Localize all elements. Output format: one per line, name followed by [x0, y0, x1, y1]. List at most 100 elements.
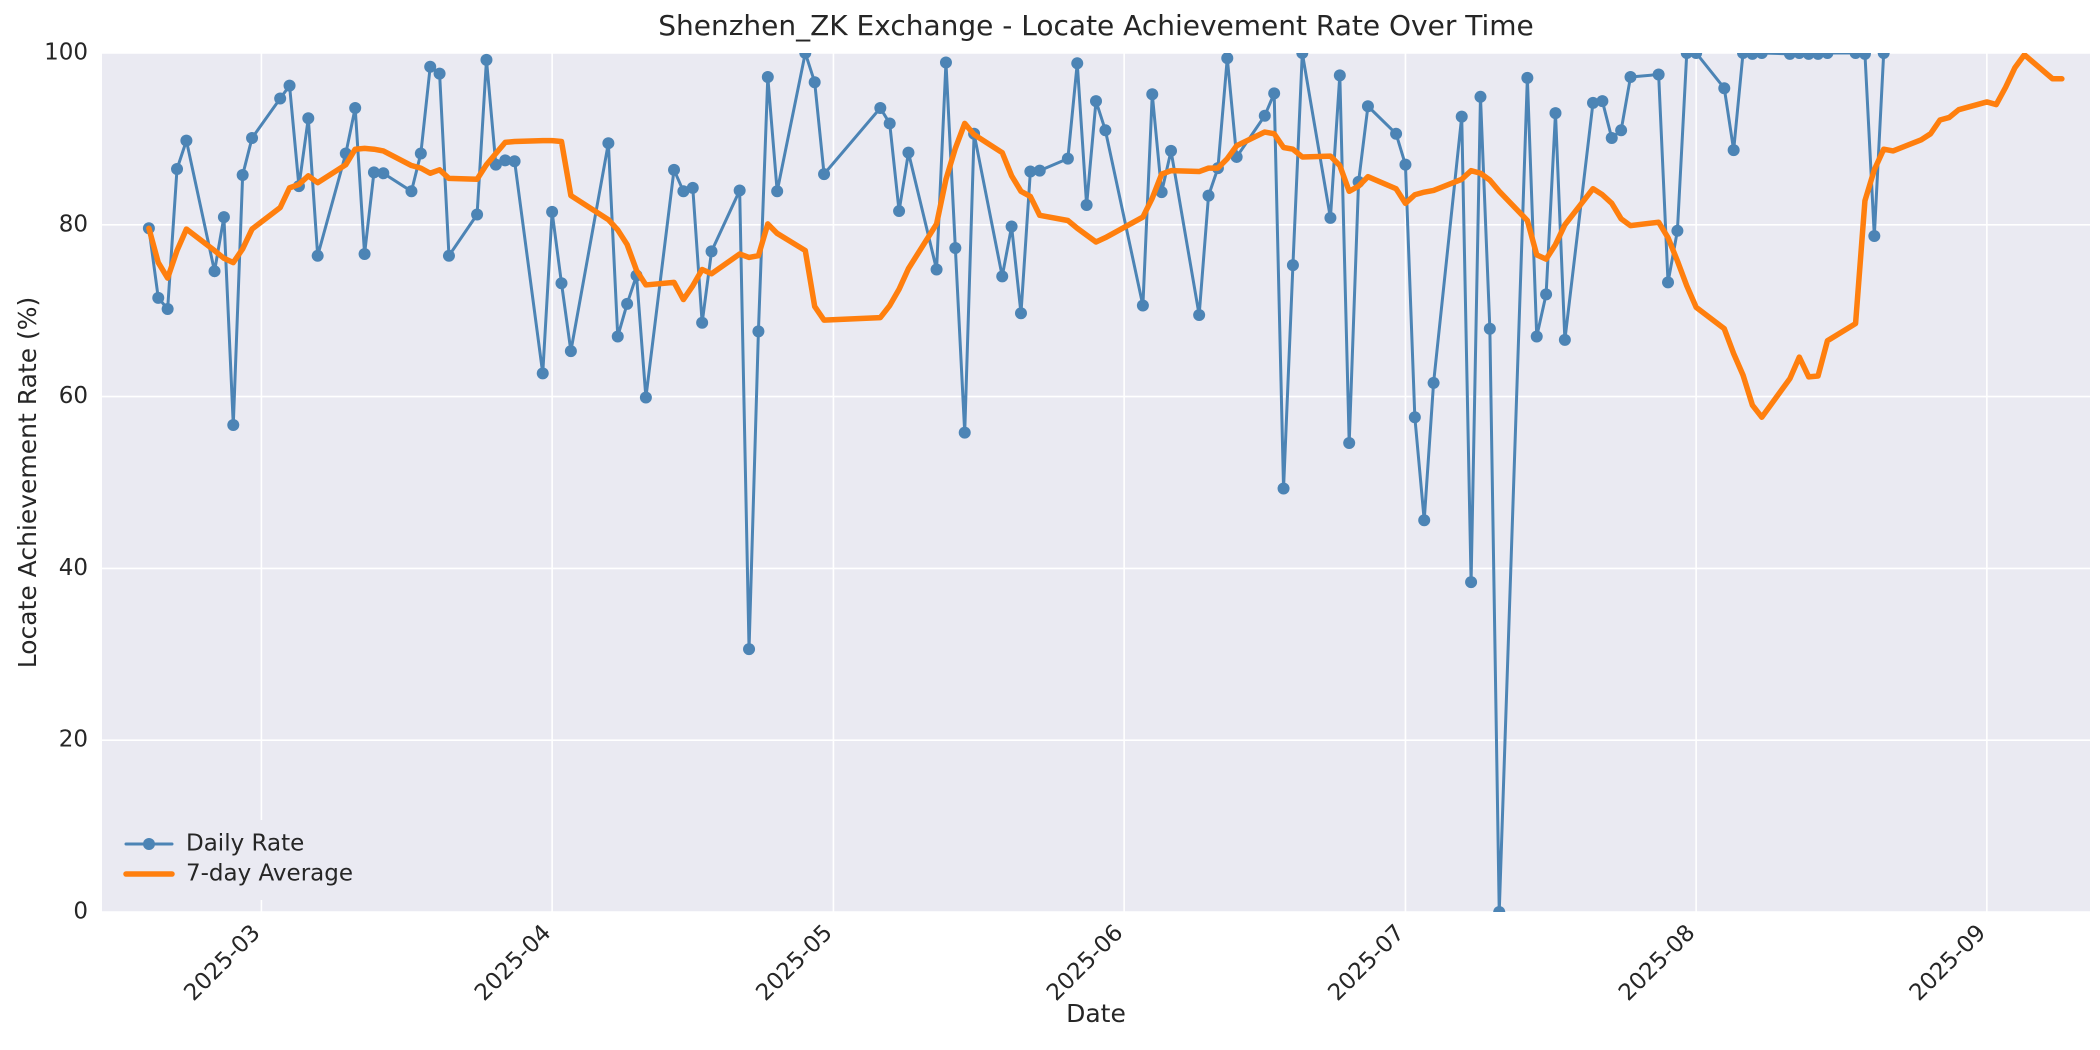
legend-label: Daily Rate — [186, 831, 304, 857]
data-point-marker — [939, 56, 952, 69]
data-point-marker — [246, 132, 259, 145]
data-point-marker — [208, 265, 221, 278]
data-point-marker — [1549, 107, 1562, 120]
data-point-marker — [1221, 53, 1234, 65]
data-point-marker — [1071, 57, 1084, 70]
data-point-marker — [1193, 309, 1206, 321]
data-point-marker — [564, 345, 577, 358]
data-point-marker — [152, 291, 165, 304]
data-point-marker — [696, 316, 709, 329]
data-point-marker — [1802, 53, 1815, 60]
data-point-marker — [1812, 53, 1825, 60]
data-point-marker — [1324, 211, 1337, 224]
data-point-marker — [1690, 53, 1703, 59]
data-point-marker — [1024, 165, 1037, 178]
data-point-marker — [1718, 82, 1731, 95]
data-point-marker — [1849, 53, 1862, 59]
series-line — [146, 53, 2065, 420]
data-point-marker — [480, 53, 493, 66]
data-point-marker — [1099, 124, 1112, 137]
data-point-marker — [546, 205, 559, 218]
data-point-marker — [1258, 109, 1271, 122]
data-point-marker — [1624, 71, 1637, 84]
data-point-marker — [1868, 229, 1881, 242]
data-point-marker — [217, 211, 230, 224]
data-point-marker — [902, 146, 915, 159]
data-point-marker — [1737, 53, 1750, 59]
data-point-marker — [733, 184, 746, 197]
data-point-marker — [1268, 87, 1281, 100]
series-seven-day-average — [146, 53, 2065, 420]
data-point-marker — [1727, 144, 1740, 157]
y-tick-label: 0 — [73, 899, 88, 925]
data-point-marker — [1286, 259, 1299, 272]
data-point-marker — [1427, 376, 1440, 389]
data-point-marker — [1005, 220, 1018, 233]
x-axis-label: Date — [1066, 999, 1126, 1028]
data-point-marker — [611, 330, 624, 343]
data-point-marker — [686, 181, 699, 194]
data-point-marker — [1090, 95, 1102, 108]
data-point-marker — [705, 245, 718, 258]
y-axis-tick-labels: 0 20 40 60 80 100 — [44, 40, 88, 925]
y-tick-label: 20 — [59, 727, 88, 753]
y-axis-label: Locate Achievement Rate (%) — [13, 297, 42, 669]
data-point-marker — [996, 270, 1009, 283]
data-point-marker — [949, 241, 962, 254]
legend-item[interactable]: Daily Rate — [124, 831, 304, 857]
data-point-marker — [1483, 322, 1496, 335]
data-point-marker — [489, 158, 502, 171]
data-point-marker — [1540, 288, 1553, 301]
data-point-marker — [1465, 576, 1478, 589]
data-point-marker — [377, 167, 390, 180]
data-point-marker — [1755, 53, 1768, 59]
plot-area-background — [102, 53, 2090, 912]
data-point-marker — [1296, 53, 1309, 59]
data-point-marker — [1333, 69, 1346, 82]
data-point-marker — [433, 67, 446, 80]
data-point-marker — [958, 426, 971, 439]
data-point-marker — [930, 263, 943, 276]
data-point-marker — [358, 248, 371, 261]
data-point-marker — [508, 155, 521, 168]
y-tick-label: 40 — [59, 555, 88, 581]
data-point-marker — [424, 60, 437, 73]
data-point-marker — [1530, 330, 1543, 343]
data-point-marker — [883, 117, 896, 130]
legend-item[interactable]: 7-day Average — [123, 861, 353, 887]
data-point-marker — [405, 185, 418, 198]
data-point-marker — [743, 643, 756, 656]
data-point-marker — [274, 92, 287, 105]
y-tick-label: 100 — [44, 40, 88, 66]
data-point-marker — [349, 101, 362, 114]
data-point-marker — [1596, 95, 1609, 108]
data-point-marker — [414, 147, 427, 160]
data-point-marker — [536, 367, 549, 380]
data-point-marker — [1746, 53, 1759, 60]
data-point-marker — [1277, 482, 1290, 495]
data-point-marker — [1493, 906, 1506, 912]
data-point-marker — [677, 185, 690, 198]
data-point-marker — [367, 166, 380, 179]
data-point-marker — [180, 134, 193, 147]
data-point-marker — [1558, 333, 1571, 346]
data-point-marker — [771, 185, 784, 198]
data-point-marker — [1165, 144, 1178, 157]
data-point-marker — [1061, 152, 1074, 165]
data-point-marker — [1652, 68, 1665, 81]
data-point-marker — [1474, 90, 1487, 103]
data-point-marker — [639, 391, 652, 404]
chart-legend[interactable]: Daily Rate 7-day Average — [114, 820, 379, 900]
data-point-marker — [1783, 53, 1796, 60]
data-point-marker — [668, 163, 681, 176]
data-point-marker — [602, 137, 615, 150]
data-point-marker — [161, 302, 174, 315]
data-point-marker — [1202, 189, 1215, 202]
y-tick-label: 80 — [59, 211, 88, 237]
data-point-marker — [302, 112, 315, 125]
data-point-marker — [555, 277, 568, 290]
data-point-marker — [752, 325, 765, 338]
data-point-marker — [761, 71, 774, 84]
data-point-marker — [442, 249, 455, 262]
